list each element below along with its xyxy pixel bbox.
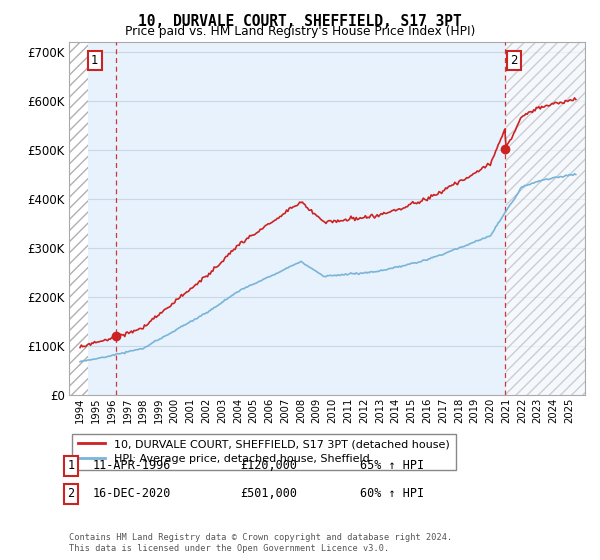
Text: £120,000: £120,000 [240, 459, 297, 473]
Text: 2: 2 [67, 487, 74, 501]
Text: 11-APR-1996: 11-APR-1996 [93, 459, 172, 473]
Text: 1: 1 [67, 459, 74, 473]
Text: Price paid vs. HM Land Registry's House Price Index (HPI): Price paid vs. HM Land Registry's House … [125, 25, 475, 38]
Text: £501,000: £501,000 [240, 487, 297, 501]
Text: Contains HM Land Registry data © Crown copyright and database right 2024.
This d: Contains HM Land Registry data © Crown c… [69, 533, 452, 553]
Text: 65% ↑ HPI: 65% ↑ HPI [360, 459, 424, 473]
Text: 16-DEC-2020: 16-DEC-2020 [93, 487, 172, 501]
Text: 10, DURVALE COURT, SHEFFIELD, S17 3PT: 10, DURVALE COURT, SHEFFIELD, S17 3PT [138, 14, 462, 29]
Text: 2: 2 [510, 54, 518, 67]
Text: 60% ↑ HPI: 60% ↑ HPI [360, 487, 424, 501]
Legend: 10, DURVALE COURT, SHEFFIELD, S17 3PT (detached house), HPI: Average price, deta: 10, DURVALE COURT, SHEFFIELD, S17 3PT (d… [72, 434, 455, 470]
Text: 1: 1 [91, 54, 98, 67]
